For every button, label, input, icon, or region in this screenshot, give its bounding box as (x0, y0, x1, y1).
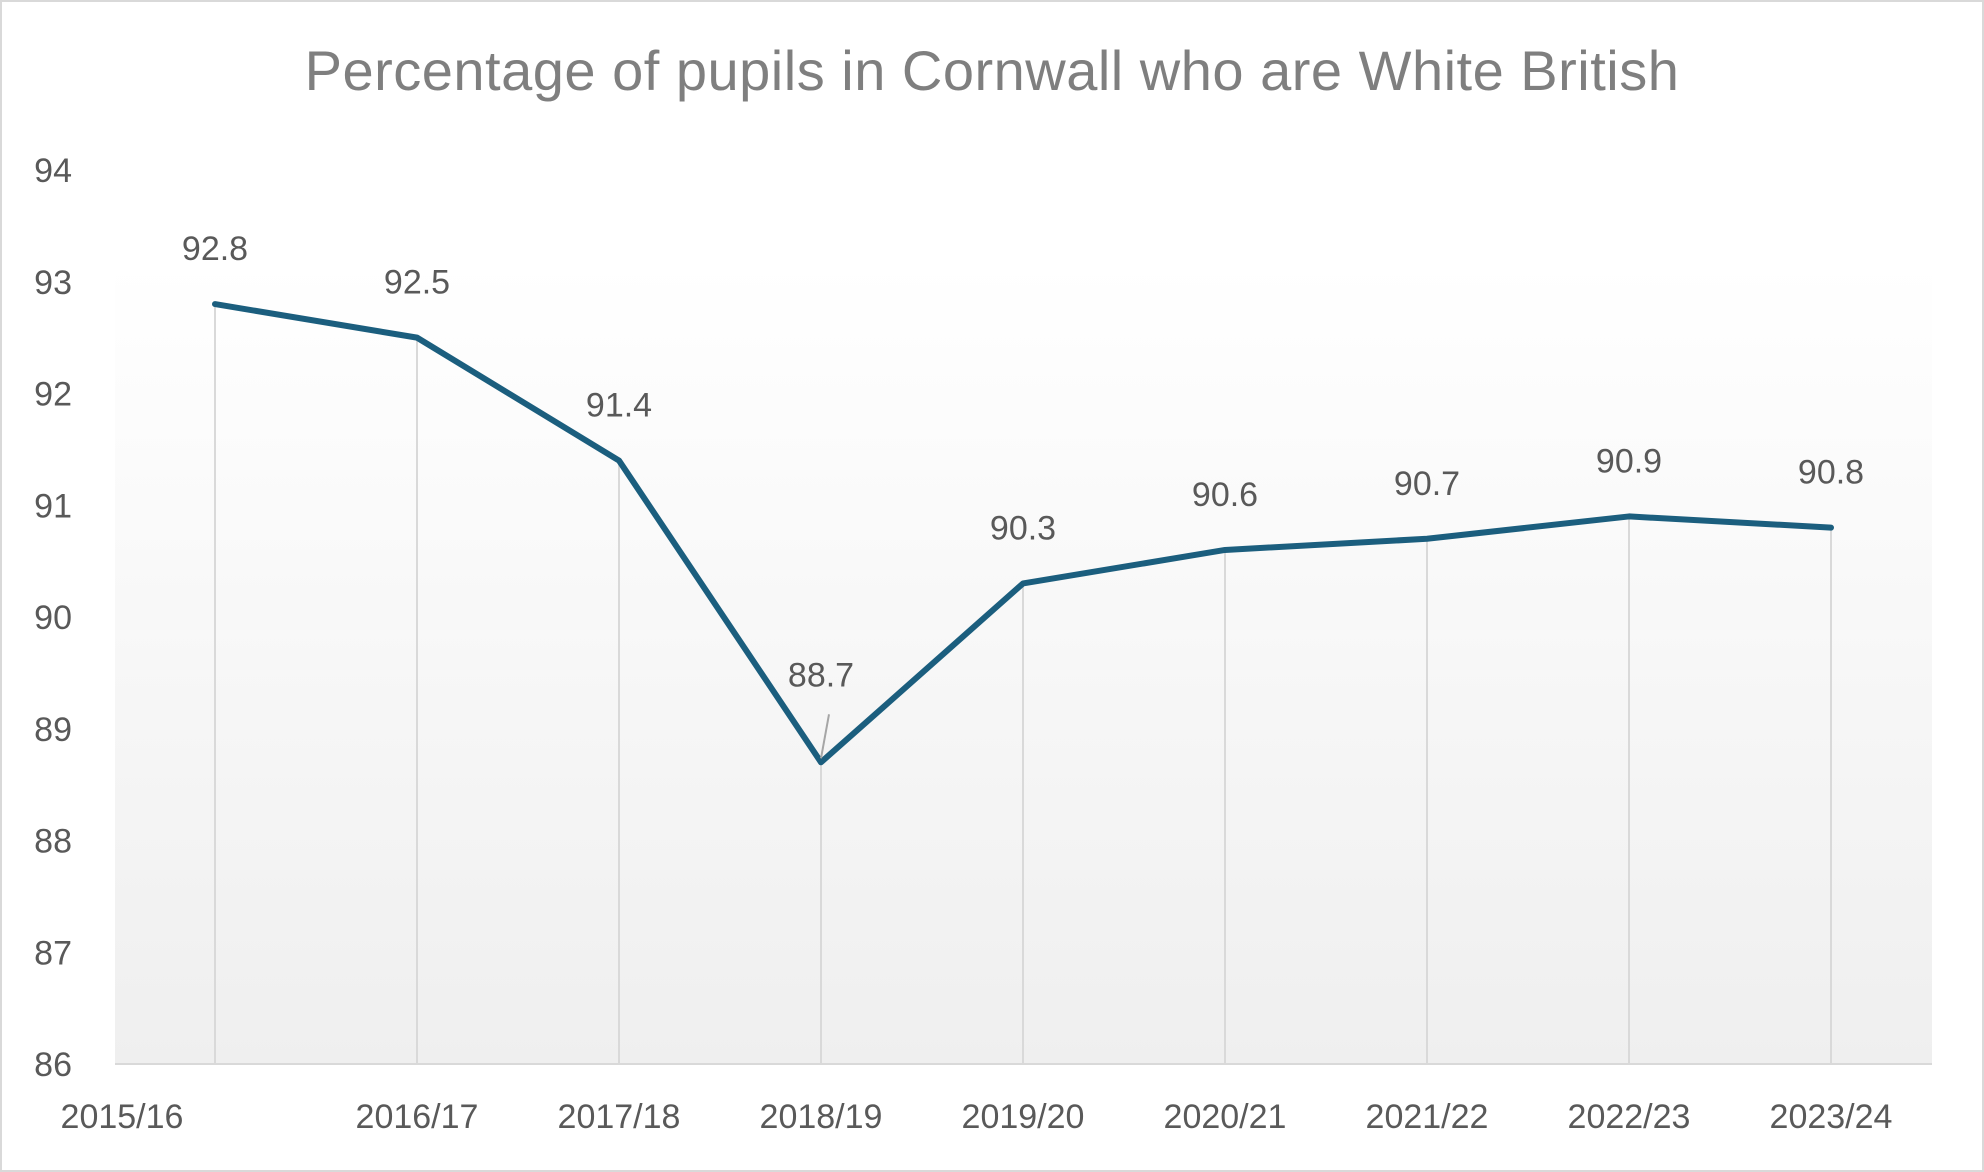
data-label: 88.7 (788, 656, 854, 694)
data-label: 90.8 (1798, 454, 1864, 492)
data-labels: 92.8 92.5 91.4 88.7 90.3 90.6 90.7 90.9 90.8 (182, 230, 1864, 694)
data-label: 90.9 (1596, 442, 1662, 480)
y-tick-label: 89 (34, 711, 72, 749)
y-tick-label: 91 (34, 487, 72, 525)
data-label: 92.8 (182, 230, 248, 268)
data-label: 90.7 (1394, 465, 1460, 503)
x-tick-label: 2023/24 (1770, 1098, 1893, 1136)
y-tick-label: 90 (34, 599, 72, 637)
x-tick-label: 2022/23 (1568, 1098, 1691, 1136)
data-label: 90.3 (990, 509, 1056, 547)
x-tick-label: 2017/18 (558, 1098, 681, 1136)
data-label: 91.4 (586, 387, 652, 425)
data-label: 90.6 (1192, 476, 1258, 514)
y-tick-label: 88 (34, 823, 72, 861)
y-tick-label: 94 (34, 152, 72, 190)
series-line (212, 301, 1834, 766)
x-tick-label: 2018/19 (760, 1098, 883, 1136)
y-tick-label: 86 (34, 1046, 72, 1084)
x-tick-label: 2021/22 (1366, 1098, 1489, 1136)
x-axis: 2015/16 2016/17 2017/18 2018/19 2019/20 2020/… (61, 1098, 1893, 1136)
x-tick-label: 2016/17 (356, 1098, 479, 1136)
leader-line (820, 714, 830, 759)
leader-lines (820, 714, 830, 759)
y-tick-label: 93 (34, 264, 72, 302)
chart-title: Percentage of pupils in Cornwall who are… (304, 39, 1680, 102)
y-tick-label: 92 (34, 376, 72, 414)
data-label: 92.5 (384, 264, 450, 302)
drop-lines (214, 304, 1832, 1064)
x-tick-label: 2015/16 (61, 1098, 184, 1136)
x-tick-label: 2020/21 (1164, 1098, 1287, 1136)
x-tick-label: 2019/20 (962, 1098, 1085, 1136)
y-axis: 86 87 88 89 90 91 92 93 94 (34, 152, 72, 1084)
y-tick-label: 87 (34, 934, 72, 972)
